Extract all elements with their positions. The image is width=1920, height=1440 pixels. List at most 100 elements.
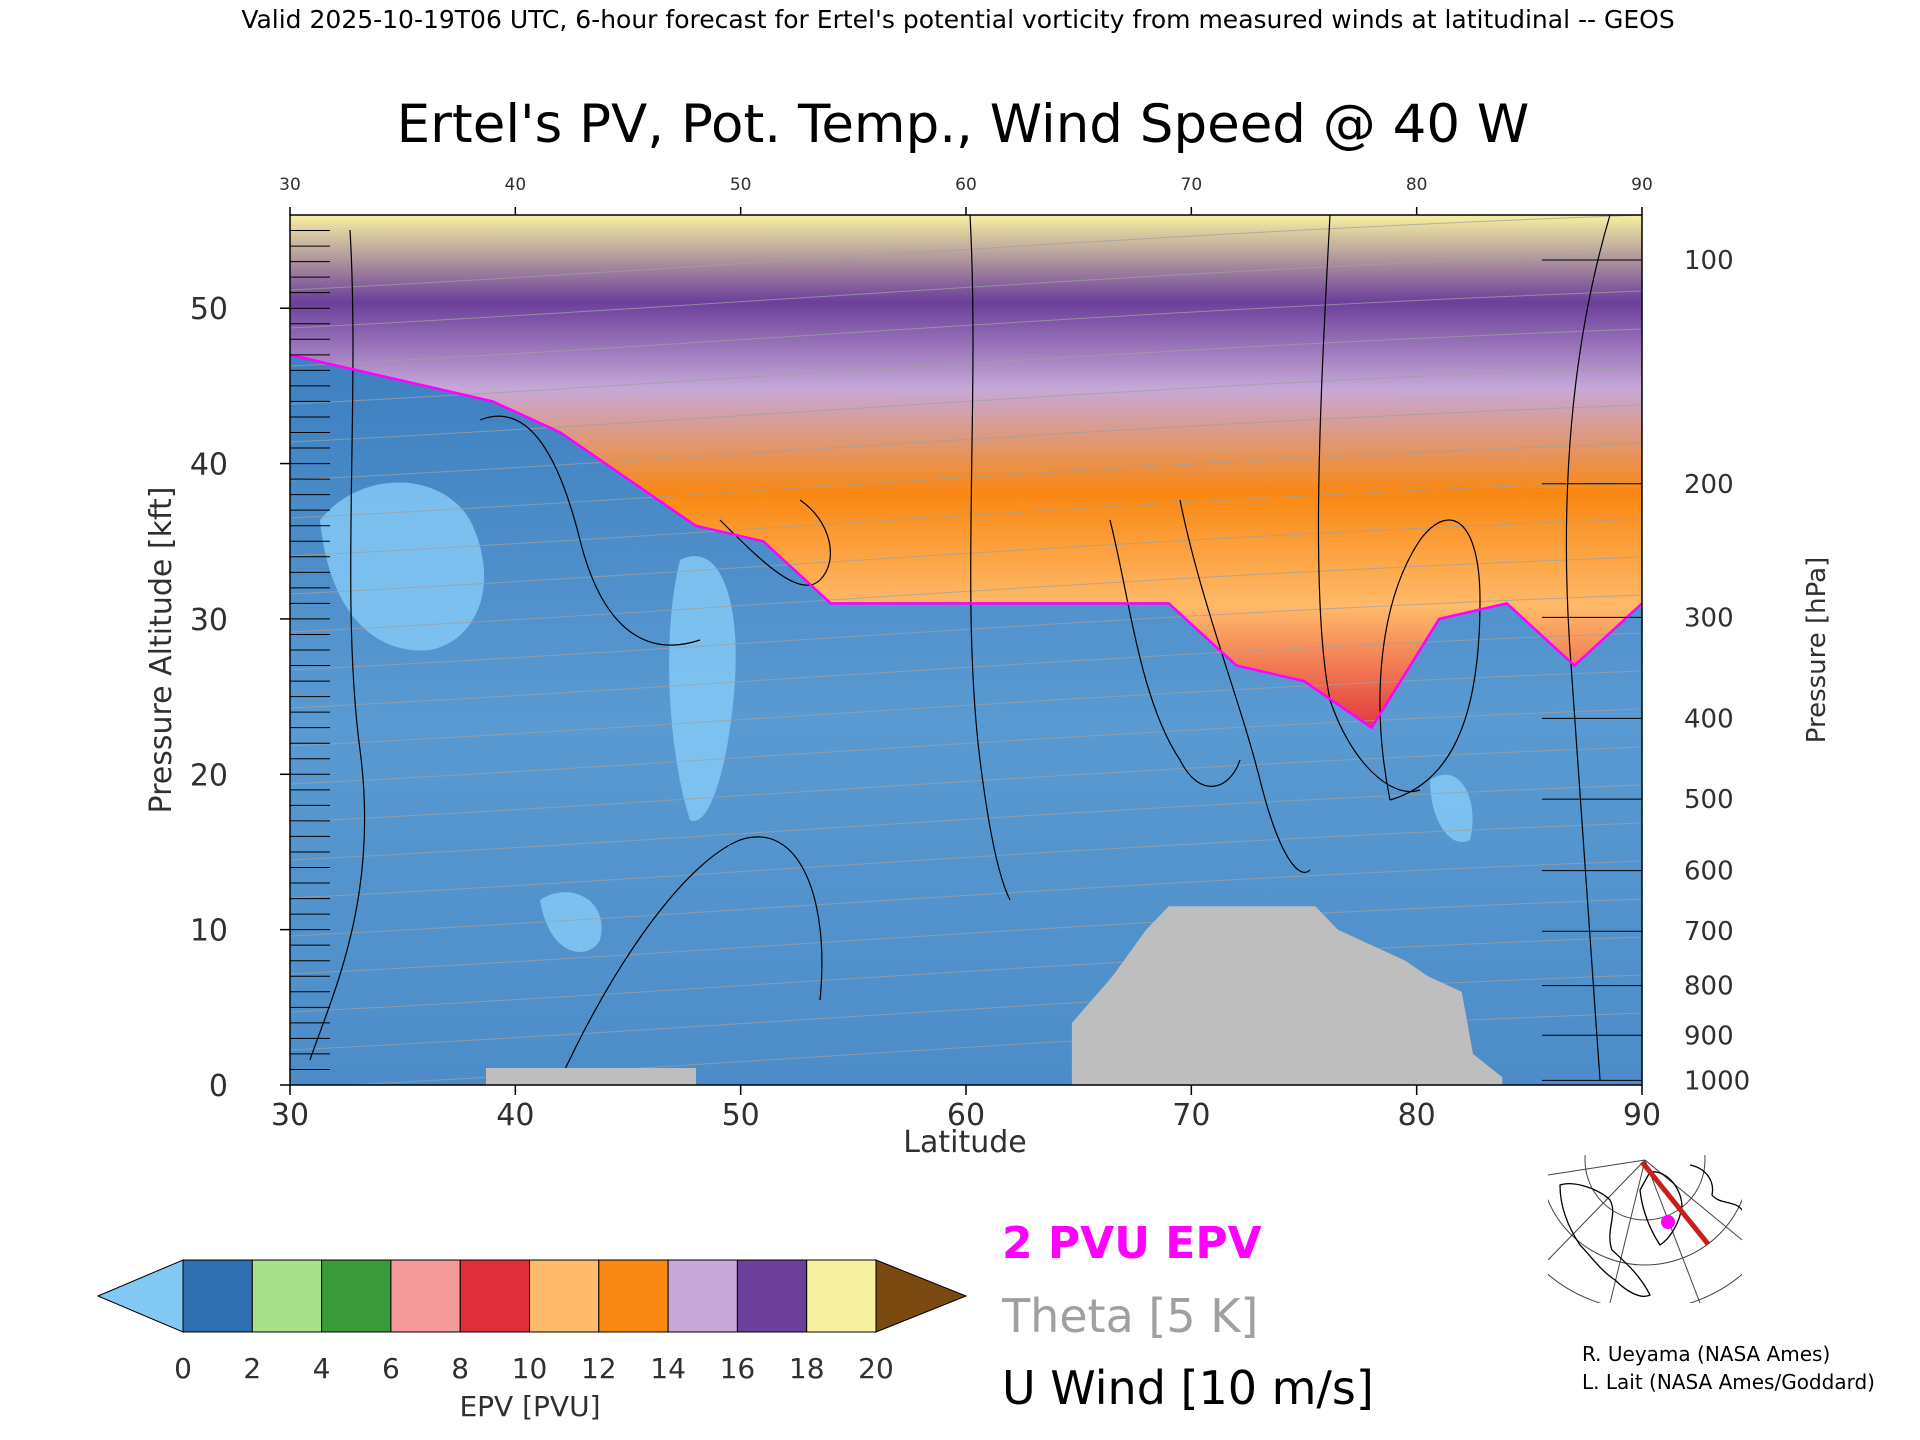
wind-contour: [479, 415, 701, 646]
y-tick-label: 40: [190, 448, 228, 483]
wind-contour: [719, 499, 831, 586]
colorbar-segment: [459, 1259, 531, 1333]
light-epv-patch: [1430, 774, 1473, 842]
colorbar-label: EPV [PVU]: [459, 1390, 600, 1423]
y-axis-label-left: Pressure Altitude [kft]: [144, 487, 179, 814]
pressure-tick-label: 700: [1684, 917, 1734, 947]
legend-entry: Theta [5 K]: [1001, 1289, 1258, 1343]
theta-isentrope: [290, 670, 1642, 747]
colorbar-tick-label: 20: [858, 1352, 894, 1385]
cross-section-track: [1640, 1160, 1710, 1246]
theta-isentrope: [290, 556, 1642, 633]
wind-contour: [309, 229, 366, 1061]
light-epv-patch: [540, 892, 602, 952]
pressure-tick-label: 600: [1684, 857, 1734, 887]
pv-2-contour: [290, 353, 1642, 730]
colorbar-segment: [736, 1259, 808, 1333]
colorbar-tick-label: 4: [313, 1352, 331, 1385]
theta-isentrope: [290, 366, 1642, 443]
colorbar-tick-label: 16: [720, 1352, 756, 1385]
wind-contour: [1179, 499, 1311, 873]
wind-contour: [1379, 519, 1481, 801]
theta-isentrope: [290, 594, 1642, 671]
x-tick-label-top: 80: [1406, 175, 1428, 195]
x-tick-label-top: 90: [1631, 175, 1653, 195]
y-axis-label-right: Pressure [hPa]: [1802, 557, 1832, 744]
light-epv-patch: [320, 482, 485, 651]
wind-contour: [969, 215, 1011, 901]
theta-isentrope: [290, 822, 1642, 899]
x-tick-label-top: 60: [955, 175, 977, 195]
colorbar-segment: [390, 1259, 461, 1333]
wind-contour: [1109, 519, 1241, 787]
x-tick-label-top: 70: [1181, 175, 1203, 195]
location-marker: [1661, 1215, 1675, 1229]
colorbar-tick-label: 2: [243, 1352, 261, 1385]
theta-isentrope: [290, 480, 1642, 557]
pressure-tick-label: 800: [1684, 972, 1734, 1002]
theta-isentrope: [290, 252, 1642, 329]
colorbar-tick-label: 10: [512, 1352, 548, 1385]
colorbar-tick-label: 12: [581, 1352, 617, 1385]
x-tick-label: 50: [722, 1098, 760, 1133]
pressure-tick-label: 500: [1684, 785, 1734, 815]
theta-isentrope: [290, 708, 1642, 785]
credit-lait: L. Lait (NASA Ames/Goddard): [1582, 1370, 1875, 1394]
terrain-mask: [1071, 906, 1503, 1085]
x-tick-label: 40: [496, 1098, 534, 1133]
theta-isentrope: [290, 936, 1642, 1013]
colorbar-tick-label: 8: [451, 1352, 469, 1385]
pressure-tick-label: 200: [1684, 470, 1734, 500]
pressure-tick-label: 400: [1684, 704, 1734, 734]
theta-isentrope: [290, 898, 1642, 975]
legend-entry: U Wind [10 m/s]: [1002, 1361, 1374, 1415]
light-epv-patch: [669, 556, 736, 821]
theta-isentrope: [290, 290, 1642, 367]
coastline-europe: [1689, 1164, 1742, 1211]
colorbar-segment: [529, 1259, 600, 1333]
theta-isentrope: [290, 746, 1642, 823]
credit-ueyama: R. Ueyama (NASA Ames): [1582, 1342, 1831, 1366]
troposphere-fill: [290, 354, 1642, 1085]
x-tick-label: 80: [1398, 1098, 1436, 1133]
theta-isentrope: [290, 442, 1642, 519]
pressure-tick-label: 1000: [1684, 1066, 1750, 1096]
theta-isentrope: [290, 404, 1642, 481]
x-tick-label: 90: [1623, 1098, 1661, 1133]
theta-isentrope: [290, 860, 1642, 937]
colorbar-tick-label: 14: [650, 1352, 686, 1385]
theta-isentrope: [290, 328, 1642, 405]
y-tick-label: 0: [209, 1069, 228, 1104]
colorbar-tick-label: 0: [174, 1352, 192, 1385]
x-tick-label: 70: [1172, 1098, 1210, 1133]
legend: 2 PVU EPV Theta [5 K] U Wind [10 m/s]: [1001, 1218, 1374, 1415]
y-tick-label: 20: [190, 758, 228, 793]
pressure-tick-label: 300: [1684, 603, 1734, 633]
colorbar-tick-label: 18: [789, 1352, 825, 1385]
colorbar-segment: [321, 1259, 392, 1333]
x-axis-label: Latitude: [903, 1125, 1026, 1160]
colorbar-under-arrow: [96, 1259, 184, 1333]
y-tick-label: 30: [190, 603, 228, 638]
x-tick-label: 60: [947, 1098, 985, 1133]
pressure-tick-label: 900: [1684, 1021, 1734, 1051]
wind-contour: [559, 836, 823, 1081]
plot-area: [290, 215, 1642, 1085]
colorbar-tick-label: 6: [382, 1352, 400, 1385]
coastline-greenland: [1639, 1171, 1683, 1246]
colorbar-segment: [667, 1259, 738, 1333]
colorbar-segment: [251, 1259, 323, 1333]
wind-contour: [1565, 215, 1611, 1081]
colorbar-over-arrow: [875, 1259, 968, 1333]
x-tick-label-top: 50: [730, 175, 752, 195]
coastline-north-america: [1559, 1183, 1651, 1297]
x-tick-label: 30: [271, 1098, 309, 1133]
y-tick-label: 10: [190, 914, 228, 949]
theta-isentrope: [290, 215, 1642, 291]
colorbar-segment: [598, 1259, 669, 1333]
theta-isentrope: [290, 518, 1642, 595]
x-tick-label-top: 40: [505, 175, 527, 195]
x-tick-label-top: 30: [279, 175, 301, 195]
chart-title: Ertel's PV, Pot. Temp., Wind Speed @ 40 …: [397, 94, 1530, 155]
wind-contour: [1317, 215, 1421, 793]
